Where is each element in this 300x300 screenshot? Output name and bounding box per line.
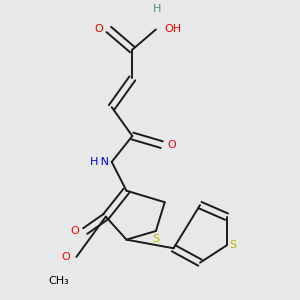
Text: O: O [62, 252, 70, 262]
Text: O: O [94, 25, 103, 34]
Text: S: S [230, 240, 237, 250]
Text: S: S [152, 234, 160, 244]
Text: CH₃: CH₃ [48, 276, 69, 286]
Text: H N: H N [90, 157, 109, 167]
Text: O: O [168, 140, 176, 150]
Text: O: O [70, 226, 79, 236]
Text: OH: OH [165, 25, 182, 34]
Text: H: H [153, 4, 161, 14]
